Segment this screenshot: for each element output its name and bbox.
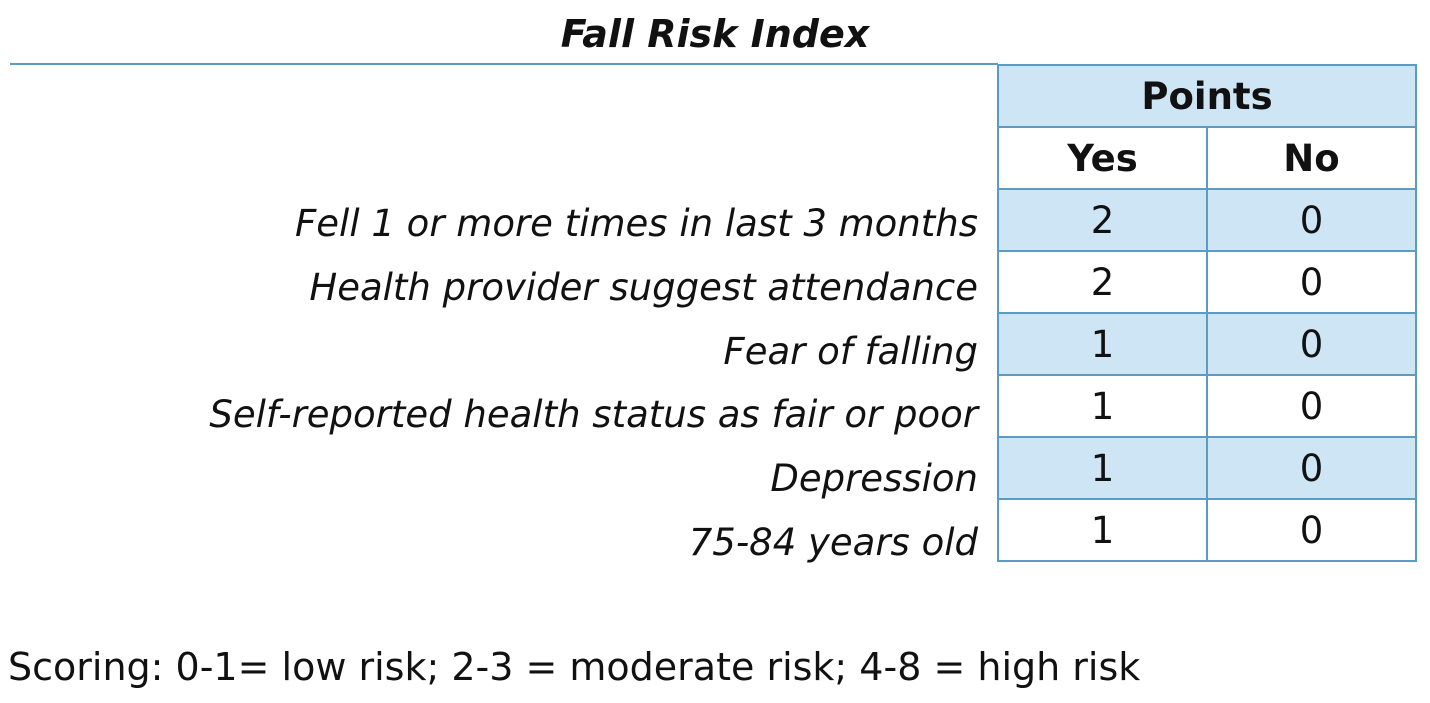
row-labels: Fell 1 or more times in last 3 months He… [0, 192, 978, 575]
table-row: 2 0 [997, 188, 1417, 252]
table-row: 1 0 [997, 498, 1417, 562]
no-cell: 0 [1206, 374, 1417, 438]
scoring-note: Scoring: 0-1= low risk; 2-3 = moderate r… [8, 645, 1141, 689]
table-row: 1 0 [997, 312, 1417, 376]
page-title: Fall Risk Index [560, 12, 870, 56]
no-cell: 0 [1206, 436, 1417, 500]
table-row: 1 0 [997, 436, 1417, 500]
no-cell: 0 [1206, 312, 1417, 376]
no-cell: 0 [1206, 498, 1417, 562]
row-label-fell: Fell 1 or more times in last 3 months [295, 202, 978, 245]
no-cell: 0 [1206, 188, 1417, 252]
yes-cell: 1 [997, 436, 1208, 500]
points-table: Points Yes No 2 0 2 0 1 0 1 0 1 0 1 0 [997, 64, 1417, 562]
row-label-depression: Depression [770, 457, 978, 501]
table-row: 2 0 [997, 250, 1417, 314]
yes-cell: 1 [997, 498, 1208, 562]
points-header: Points [997, 64, 1417, 128]
yes-column-header: Yes [997, 126, 1208, 190]
row-label-health-provider: Health provider suggest attendance [309, 265, 978, 309]
yes-cell: 1 [997, 374, 1208, 438]
no-column-header: No [1206, 126, 1417, 190]
row-label-age: 75-84 years old [688, 520, 978, 564]
table-row: 1 0 [997, 374, 1417, 438]
yes-cell: 2 [997, 250, 1208, 314]
no-cell: 0 [1206, 250, 1417, 314]
title-divider [10, 63, 998, 65]
yes-cell: 1 [997, 312, 1208, 376]
row-label-fear-of-falling: Fear of falling [723, 329, 978, 373]
yes-cell: 2 [997, 188, 1208, 252]
row-label-health-status: Self-reported health status as fair or p… [209, 393, 978, 437]
